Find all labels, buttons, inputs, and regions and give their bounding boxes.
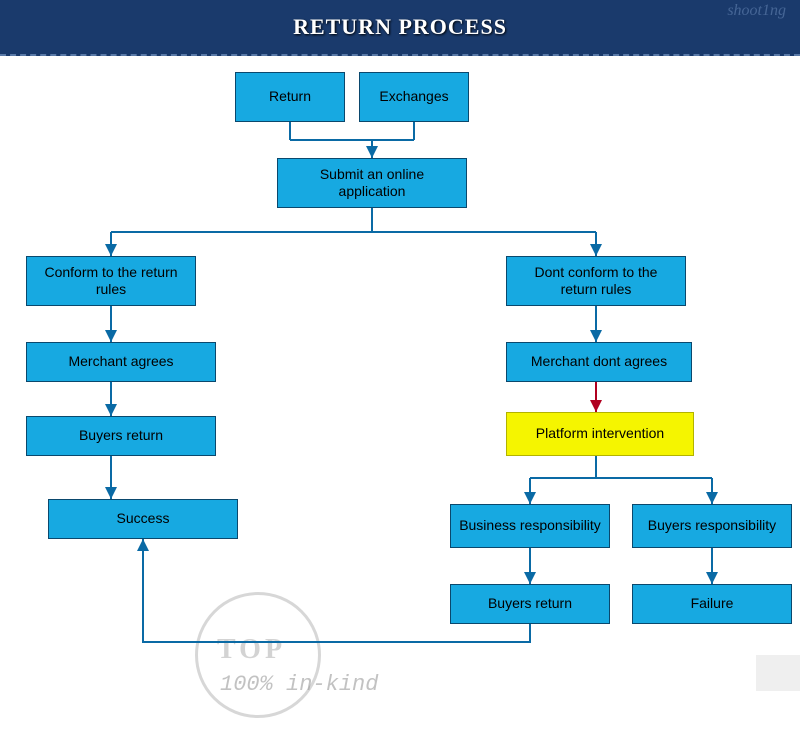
node-label: Conform to the return rules: [35, 264, 187, 299]
node-label: Merchant agrees: [68, 353, 173, 371]
node-business-responsibility: Business responsibility: [450, 504, 610, 548]
node-label: Buyers return: [79, 427, 163, 445]
node-label: Return: [269, 88, 311, 106]
node-conform: Conform to the return rules: [26, 256, 196, 306]
node-dont-conform: Dont conform to the return rules: [506, 256, 686, 306]
node-label: Platform intervention: [536, 425, 664, 443]
header-watermark: shoot1ng: [727, 2, 786, 20]
node-buyers-return-left: Buyers return: [26, 416, 216, 456]
flowchart-canvas: Return Exchanges Submit an online applic…: [0, 54, 800, 695]
node-exchanges: Exchanges: [359, 72, 469, 122]
node-label: Business responsibility: [459, 517, 601, 535]
node-merchant-agrees: Merchant agrees: [26, 342, 216, 382]
node-label: Exchanges: [379, 88, 448, 106]
node-label: Buyers return: [488, 595, 572, 613]
node-success: Success: [48, 499, 238, 539]
node-merchant-dont-agrees: Merchant dont agrees: [506, 342, 692, 382]
node-submit: Submit an online application: [277, 158, 467, 208]
node-label: Merchant dont agrees: [531, 353, 667, 371]
node-label: Success: [117, 510, 170, 528]
node-buyers-responsibility: Buyers responsibility: [632, 504, 792, 548]
node-label: Failure: [691, 595, 734, 613]
page-header: RETURN PROCESS shoot1ng: [0, 0, 800, 56]
node-buyers-return-right: Buyers return: [450, 584, 610, 624]
page-title: RETURN PROCESS: [293, 14, 507, 40]
node-label: Dont conform to the return rules: [515, 264, 677, 299]
node-platform-intervention: Platform intervention: [506, 412, 694, 456]
node-failure: Failure: [632, 584, 792, 624]
node-label: Buyers responsibility: [648, 517, 776, 535]
node-label: Submit an online application: [286, 166, 458, 201]
node-return: Return: [235, 72, 345, 122]
